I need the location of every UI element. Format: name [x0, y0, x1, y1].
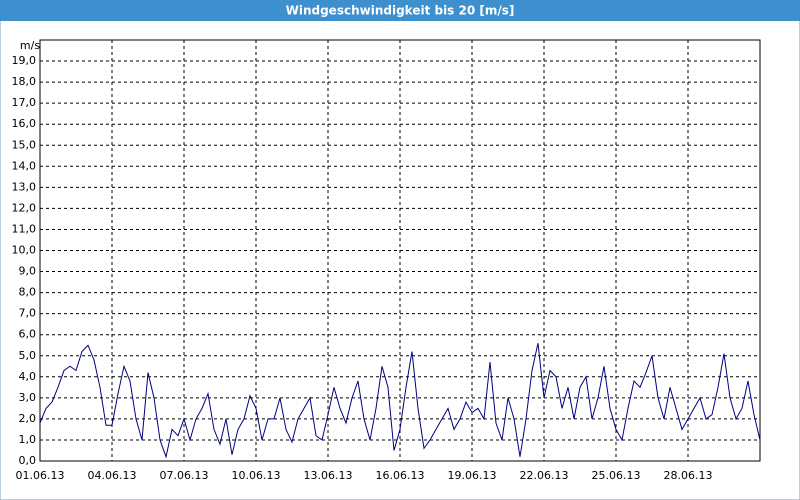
x-tick-label: 04.06.13 [88, 469, 137, 482]
x-tick-label: 19.06.13 [448, 469, 497, 482]
y-tick-label: 4,0 [19, 370, 37, 383]
y-tick-label: 16,0 [12, 117, 37, 130]
y-tick-label: 14,0 [12, 159, 37, 172]
x-tick-label: 13.06.13 [304, 469, 353, 482]
y-tick-label: 13,0 [12, 180, 37, 193]
y-tick-label: 10,0 [12, 244, 37, 257]
y-tick-label: 8,0 [19, 286, 37, 299]
y-tick-label: 5,0 [19, 349, 37, 362]
y-tick-label: 7,0 [19, 307, 37, 320]
plot-frame [39, 39, 761, 462]
x-tick-label: 07.06.13 [160, 469, 209, 482]
data-line [39, 343, 761, 459]
x-tick-label: 25.06.13 [592, 469, 641, 482]
y-unit: m/s [20, 39, 40, 52]
y-tick-label: 11,0 [12, 222, 37, 235]
y-tick-label: 3,0 [19, 391, 37, 404]
x-tick-label: 28.06.13 [664, 469, 713, 482]
y-tick-label: 9,0 [19, 265, 37, 278]
title-bar [0, 0, 800, 21]
y-tick-label: 2,0 [19, 412, 37, 425]
x-tick-label: 10.06.13 [232, 469, 281, 482]
y-tick-label: 0,0 [19, 454, 37, 467]
x-tick-label: 22.06.13 [520, 469, 569, 482]
y-tick-label: 15,0 [12, 138, 37, 151]
y-tick-label: 1,0 [19, 433, 37, 446]
chart-title: Windgeschwindigkeit bis 20 [m/s] [286, 4, 515, 18]
y-tick-label: 17,0 [12, 96, 37, 109]
y-tick-label: 6,0 [19, 328, 37, 341]
x-tick-label: 01.06.13 [16, 469, 65, 482]
y-tick-label: 19,0 [12, 54, 37, 67]
y-tick-label: 12,0 [12, 201, 37, 214]
x-tick-label: 16.06.13 [376, 469, 425, 482]
y-tick-label: 18,0 [12, 75, 37, 88]
